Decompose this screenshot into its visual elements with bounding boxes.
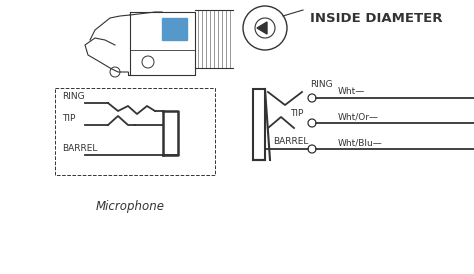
Bar (253, 89, 265, 160)
Text: Microphone: Microphone (95, 200, 164, 213)
Text: Wht/Or—: Wht/Or— (338, 112, 379, 121)
Polygon shape (257, 22, 267, 34)
Text: RING: RING (310, 80, 333, 89)
Bar (162, 18, 187, 40)
Text: RING: RING (62, 92, 85, 101)
Text: TIP: TIP (290, 109, 303, 118)
Text: TIP: TIP (62, 114, 75, 123)
Text: BARREL: BARREL (273, 137, 309, 146)
Text: BARREL: BARREL (62, 144, 97, 153)
Text: INSIDE DIAMETER: INSIDE DIAMETER (310, 12, 443, 24)
Text: Wht—: Wht— (338, 87, 365, 96)
Text: Wht/Blu—: Wht/Blu— (338, 138, 383, 147)
